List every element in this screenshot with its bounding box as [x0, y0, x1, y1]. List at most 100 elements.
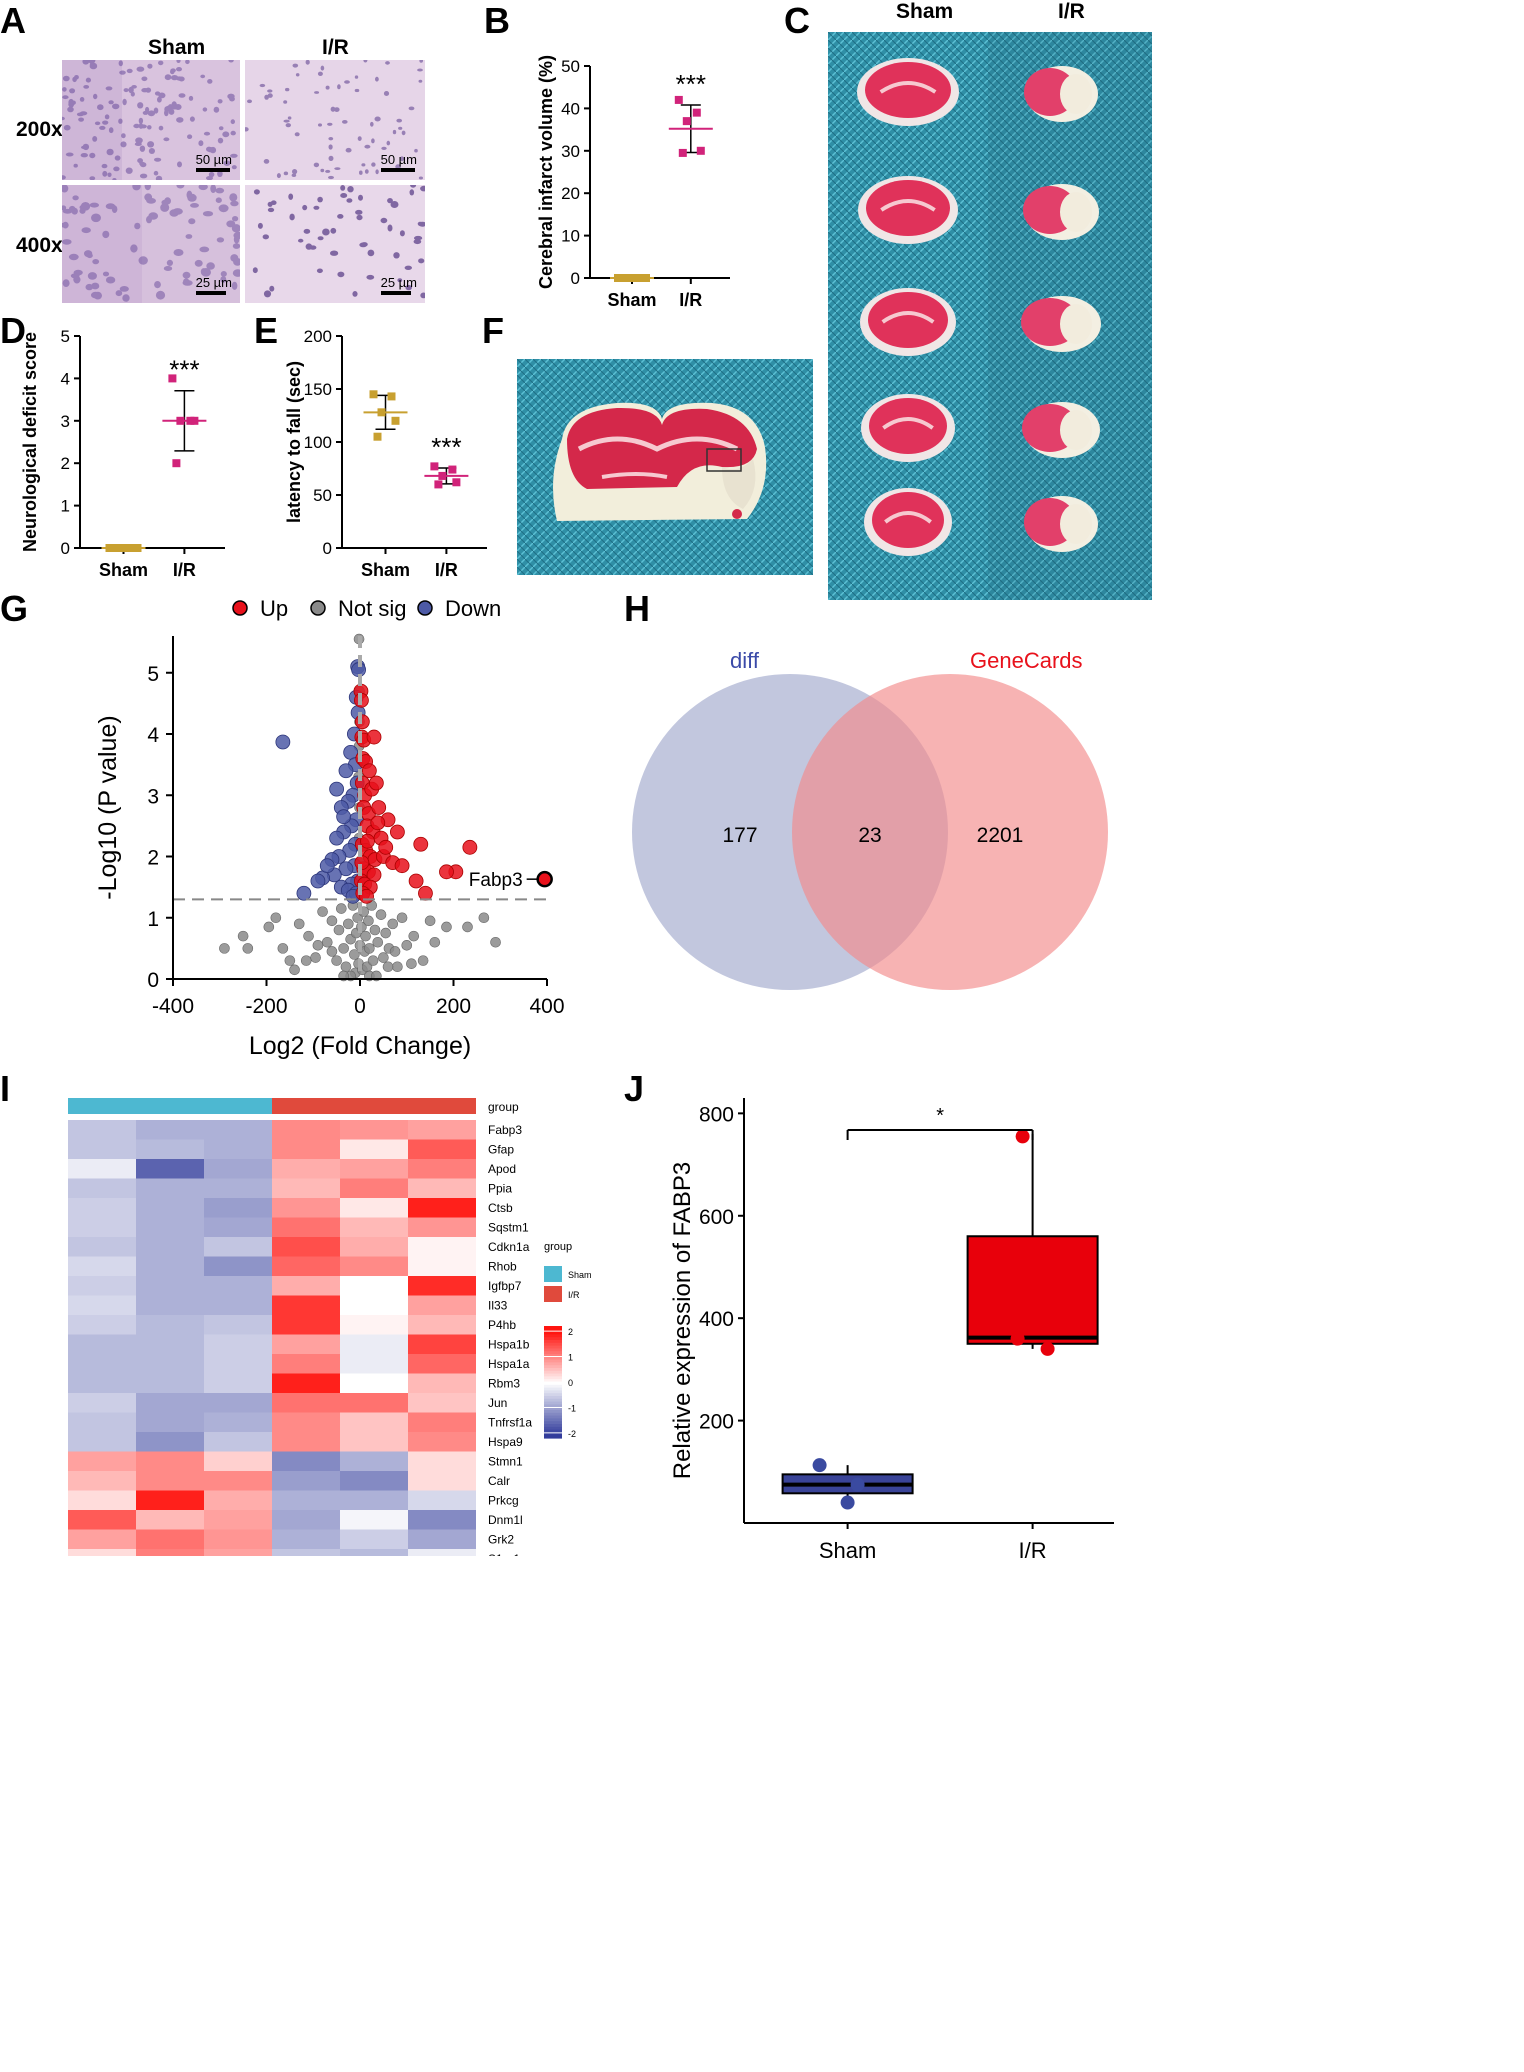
cell-nucleus — [147, 141, 155, 148]
heatmap-cell — [204, 1471, 272, 1491]
heatmap-cell — [136, 1373, 204, 1394]
cell-nucleus — [155, 175, 163, 180]
cell-nucleus — [420, 292, 425, 299]
cell-nucleus — [70, 273, 80, 279]
colorbar-segment — [544, 1379, 562, 1383]
y-axis-label: Cerebral infarct volume (%) — [536, 55, 556, 289]
histology-texture — [245, 60, 425, 180]
cell-nucleus — [414, 148, 418, 153]
cell-nucleus — [82, 60, 90, 65]
cell-nucleus — [154, 157, 162, 162]
not-sig-point — [424, 915, 436, 927]
cell-nucleus — [119, 286, 129, 292]
cell-nucleus — [139, 161, 145, 166]
heatmap-row-label: Ppia — [488, 1182, 512, 1196]
not-sig-point — [312, 940, 324, 951]
cell-nucleus — [420, 185, 425, 192]
y-tick-label: 2 — [147, 847, 159, 870]
cell-nucleus — [320, 168, 325, 173]
x-axis-label: Log2 (Fold Change) — [249, 1032, 471, 1060]
colorbar-segment — [544, 1328, 562, 1333]
cell-nucleus — [285, 123, 291, 128]
heatmap-cell — [136, 1178, 204, 1199]
panel-label-a: A — [0, 0, 26, 41]
cell-nucleus — [294, 132, 300, 137]
heatmap-cell — [204, 1178, 272, 1199]
colorbar-segment — [544, 1340, 562, 1344]
cell-nucleus — [112, 103, 120, 110]
cell-nucleus — [188, 95, 194, 101]
cell-nucleus — [231, 281, 238, 290]
heatmap-cell — [340, 1510, 408, 1530]
cell-nucleus — [189, 116, 195, 122]
cell-nucleus — [263, 159, 270, 164]
cell-nucleus — [283, 100, 288, 104]
heatmap-cell — [408, 1334, 476, 1355]
panel-c-header-sham: Sham — [896, 0, 954, 23]
cell-nucleus — [62, 95, 69, 100]
up-point — [366, 729, 382, 745]
cell-nucleus — [187, 134, 193, 139]
data-point — [812, 1458, 827, 1473]
not-sig-point — [303, 930, 314, 942]
not-sig-point — [310, 952, 321, 963]
y-tick-label: 50 — [561, 57, 580, 76]
cell-nucleus — [232, 269, 240, 277]
cell-nucleus — [79, 97, 85, 102]
sham-slice-matter — [884, 511, 932, 524]
cell-nucleus — [375, 76, 379, 82]
cell-nucleus — [359, 170, 363, 175]
not-sig-point — [429, 936, 441, 948]
venn-circle-genecards — [792, 674, 1108, 990]
data-point — [621, 274, 629, 282]
cell-nucleus — [328, 175, 334, 180]
heatmap-cell — [204, 1159, 272, 1179]
cell-nucleus — [171, 105, 179, 110]
data-point — [105, 544, 114, 552]
cell-nucleus — [381, 146, 387, 150]
data-point — [430, 462, 439, 471]
y-tick-label: 800 — [699, 1103, 734, 1126]
cell-nucleus — [345, 147, 352, 153]
histology-texture — [62, 60, 240, 180]
up-point — [439, 864, 454, 880]
heatmap-cell — [136, 1256, 204, 1277]
cell-nucleus — [213, 106, 220, 113]
cell-nucleus — [263, 290, 272, 298]
cell-nucleus — [419, 60, 423, 63]
data-point — [119, 544, 128, 552]
colorbar-segment — [544, 1404, 562, 1408]
x-tick-label: I/R — [173, 560, 196, 580]
not-sig-point — [300, 955, 312, 966]
heatmap-cell — [68, 1393, 136, 1413]
heatmap-row-label: Sqstm1 — [488, 1221, 529, 1235]
y-tick-label: 3 — [61, 412, 70, 431]
scale-bar: 50 µm — [195, 152, 232, 172]
cell-nucleus — [89, 176, 96, 180]
cell-nucleus — [89, 202, 99, 208]
data-point — [840, 1495, 855, 1510]
cell-nucleus — [102, 120, 109, 125]
cell-nucleus — [114, 155, 121, 161]
heatmap-cell — [272, 1510, 340, 1530]
cell-nucleus — [144, 185, 151, 191]
cell-nucleus — [148, 148, 155, 154]
not-sig-point — [372, 936, 384, 948]
not-sig-point — [389, 946, 401, 957]
heatmap-cell — [136, 1198, 204, 1218]
cell-nucleus — [183, 278, 190, 285]
data-point — [674, 95, 683, 104]
cell-nucleus — [126, 68, 133, 74]
colorbar-segment — [544, 1326, 562, 1330]
colorbar-segment — [544, 1362, 562, 1366]
cell-nucleus — [405, 284, 412, 291]
down-point — [275, 734, 291, 750]
cell-nucleus — [139, 145, 146, 152]
heatmap-row-label: Cdkn1a — [488, 1240, 530, 1254]
cell-nucleus — [383, 91, 390, 96]
cell-nucleus — [223, 160, 231, 166]
not-sig-point — [335, 903, 347, 914]
heatmap-cell — [408, 1510, 476, 1530]
heatmap-cell — [340, 1198, 408, 1218]
cell-nucleus — [283, 119, 290, 123]
